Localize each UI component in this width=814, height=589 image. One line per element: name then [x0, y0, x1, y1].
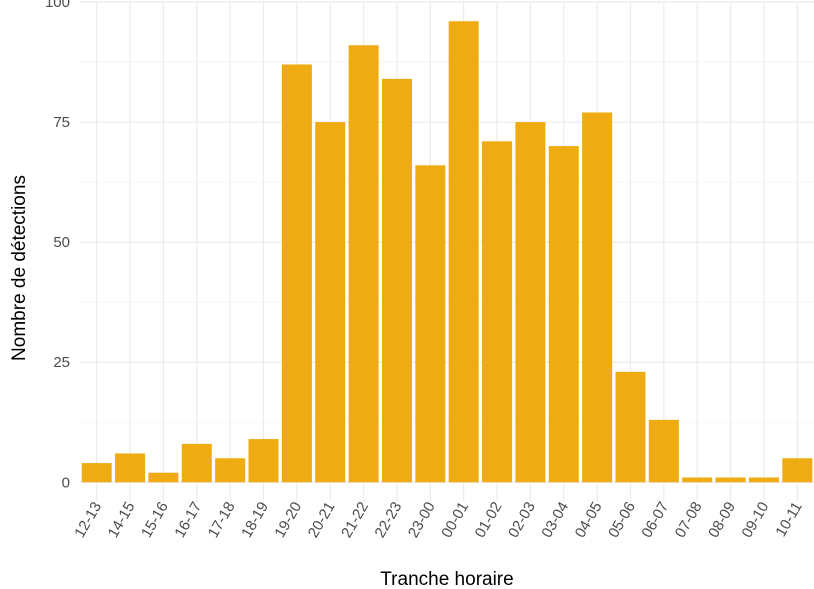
y-tick-label: 0: [62, 474, 70, 491]
x-axis-title: Tranche horaire: [380, 569, 513, 589]
x-tick-label: 14-15: [105, 499, 139, 541]
bar: [515, 122, 546, 483]
y-tick-label: 25: [53, 354, 70, 371]
x-tick-label: 02-03: [505, 499, 539, 541]
x-tick-label: 17-18: [205, 499, 239, 541]
y-tick-label: 100: [45, 0, 70, 11]
x-tick-label: 01-02: [472, 499, 506, 541]
x-tick-label: 16-17: [171, 499, 205, 541]
bar: [115, 453, 146, 483]
bar: [748, 477, 779, 483]
x-tick-label: 15-16: [138, 499, 172, 541]
x-tick-label: 09-10: [739, 499, 773, 541]
bar: [548, 146, 579, 483]
x-tick-label: 18-19: [238, 499, 272, 541]
bar: [381, 78, 412, 483]
bar: [715, 477, 746, 483]
x-tick-label: 08-09: [705, 499, 739, 541]
bar: [81, 463, 112, 483]
x-tick-label: 19-20: [271, 499, 305, 541]
x-tick-label: 10-11: [772, 499, 805, 540]
x-tick-label: 00-01: [438, 499, 472, 541]
x-tick-label: 21-22: [338, 499, 372, 541]
x-tick-label: 05-06: [605, 499, 639, 541]
bar: [482, 141, 513, 483]
bars: [81, 21, 813, 483]
bar: [148, 472, 179, 483]
x-tick-label: 23-00: [405, 499, 439, 541]
bar: [281, 64, 312, 483]
bar: [215, 458, 246, 483]
y-axis-title: Nombre de détections: [9, 175, 30, 361]
x-tick-label: 20-21: [305, 499, 339, 541]
y-tick-label: 75: [53, 114, 70, 131]
bar: [648, 419, 679, 483]
bar: [415, 165, 446, 483]
bar: [682, 477, 713, 483]
x-tick-label: 06-07: [638, 499, 672, 541]
bar: [615, 371, 646, 483]
y-tick-label: 50: [53, 234, 70, 251]
bar: [348, 45, 379, 483]
bar: [181, 443, 212, 483]
bar: [782, 458, 813, 483]
x-tick-label: 03-04: [538, 499, 572, 541]
x-tick-label: 07-08: [672, 499, 706, 541]
x-tick-label: 12-13: [71, 499, 105, 541]
bar: [315, 122, 346, 483]
bar: [448, 21, 479, 483]
x-tick-label: 22-23: [372, 499, 406, 541]
bar: [582, 112, 613, 483]
bar: [248, 439, 279, 483]
x-tick-label: 04-05: [572, 499, 606, 541]
grid: [80, 1, 814, 502]
